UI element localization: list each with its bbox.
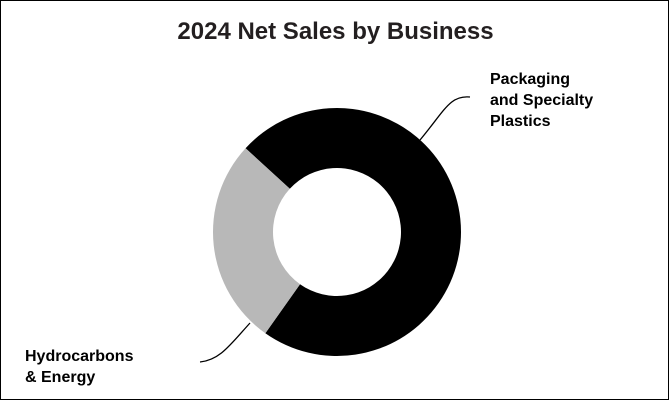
- donut-slice-1: [212, 148, 301, 334]
- donut-slices: [212, 108, 461, 356]
- slice-label-packaging: Packaging and Specialty Plastics: [490, 71, 594, 130]
- slice-label-hydro: Hydrocarbons & Energy: [25, 348, 134, 386]
- leader-line-packaging: [419, 96, 471, 141]
- donut-slice-0: [245, 108, 461, 356]
- leader-line-hydro: [199, 322, 251, 363]
- chart-title: 2024 Net Sales by Business: [177, 18, 494, 45]
